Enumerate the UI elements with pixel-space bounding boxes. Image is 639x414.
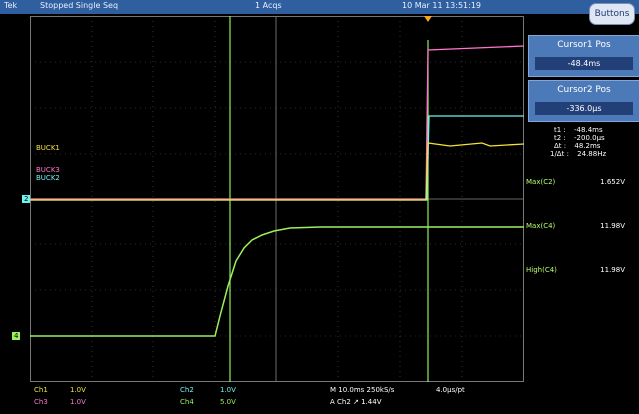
cursor2-position-box[interactable]: Cursor2 Pos -336.0µs <box>528 80 639 122</box>
ch3-buck3-trace <box>30 45 524 200</box>
buttons-button[interactable]: Buttons <box>589 3 635 25</box>
cursor2-value: -336.0µs <box>535 102 633 115</box>
ch1-buck1-trace <box>30 142 524 201</box>
acquisition-state: Stopped Single Seq <box>40 1 119 10</box>
ch1-name[interactable]: Ch1 <box>34 386 48 394</box>
cursor1-value: -48.4ms <box>535 57 633 70</box>
ch1-scale: 1.0V <box>70 386 86 394</box>
cursor-readout-t2: t2 : -200.0µs <box>554 134 605 142</box>
buck1-label: BUCK1 <box>36 144 60 152</box>
ch2-ground-marker[interactable]: 2 <box>22 195 31 203</box>
acquisition-count: 1 Acqs <box>255 1 282 10</box>
sample-rate: 4.0µs/pt <box>436 386 465 394</box>
date-time: 10 Mar 11 13:51:19 <box>402 1 482 10</box>
ch2-name[interactable]: Ch2 <box>180 386 194 394</box>
horizontal-settings[interactable]: M 10.0ms 250kS/s <box>330 386 395 394</box>
cursor1-title: Cursor1 Pos <box>557 40 611 50</box>
ch4-buck2-trace <box>30 226 524 337</box>
ch2-scale: 1.0V <box>220 386 236 394</box>
waveform-screen[interactable] <box>30 16 524 382</box>
channel-settings-bar: Ch1 1.0V Ch3 1.0V Ch2 1.0V Ch4 5.0V M 10… <box>0 384 639 414</box>
cursor2-title: Cursor2 Pos <box>557 85 611 95</box>
cursor-readout-t1: t1 : -48.4ms <box>554 126 603 134</box>
trigger-settings[interactable]: A Ch2 ↗ 1.44V <box>330 398 382 406</box>
cursor-panel: Cursor1 Pos -48.4ms Cursor2 Pos -336.0µs… <box>524 32 639 384</box>
cursor1-position-box[interactable]: Cursor1 Pos -48.4ms <box>528 35 639 77</box>
ch4-name[interactable]: Ch4 <box>180 398 194 406</box>
ch2-buck2-trace <box>30 115 524 201</box>
ch4-ground-marker[interactable]: 4 <box>12 332 21 340</box>
cursor-readout-dt: Δt : 48.2ms <box>554 142 601 150</box>
buck3-label: BUCK3 <box>36 166 60 174</box>
status-bar: Tek Stopped Single Seq 1 Acqs 10 Mar 11 … <box>0 0 639 14</box>
ch3-scale: 1.0V <box>70 398 86 406</box>
cursor-readout-freq: 1/Δt : 24.88Hz <box>550 150 607 158</box>
graticule-grid <box>30 16 524 382</box>
ch4-scale: 5.0V <box>220 398 236 406</box>
trigger-position-marker <box>424 16 432 22</box>
mode-label: Tek <box>4 1 18 10</box>
buck2-label: BUCK2 <box>36 174 60 182</box>
ch3-name[interactable]: Ch3 <box>34 398 48 406</box>
